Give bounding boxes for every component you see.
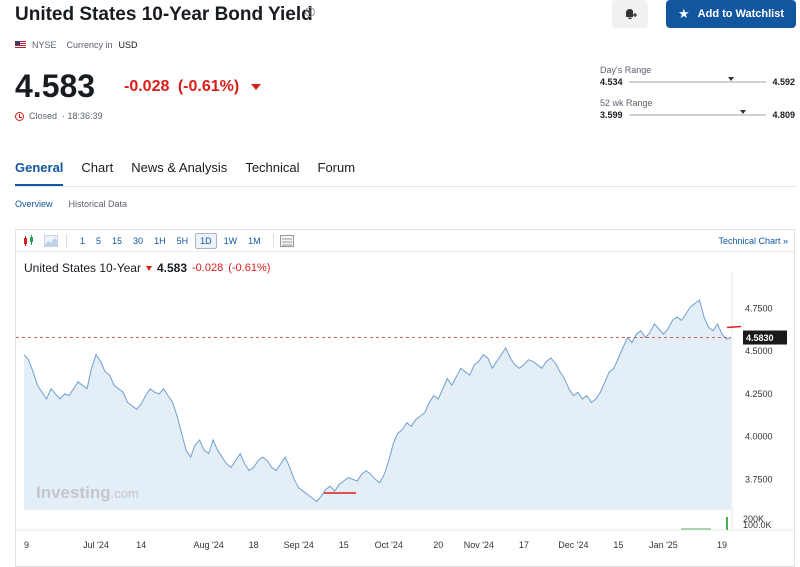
us-flag-icon xyxy=(15,41,26,49)
bell-plus-icon xyxy=(626,9,637,19)
change-value: -0.028 xyxy=(124,78,170,95)
days-range-low: 4.534 xyxy=(600,77,623,87)
volume-bar xyxy=(726,517,728,530)
week52-range: 52 wk Range 3.599 4.809 xyxy=(600,98,795,120)
interval-1w[interactable]: 1W xyxy=(223,235,238,246)
high-marker xyxy=(726,325,742,329)
status-text: Closed xyxy=(29,111,58,121)
price-line xyxy=(23,299,732,503)
interval-1[interactable]: 1 xyxy=(80,235,86,246)
interval-1h[interactable]: 1H xyxy=(154,235,166,246)
interval-1d[interactable]: 1D xyxy=(195,232,217,249)
down-arrow-icon xyxy=(251,84,261,90)
price-change: -0.028 (-0.61%) xyxy=(124,78,239,96)
x-tick-label: Oct '24 xyxy=(375,540,403,550)
y-tick-label: 4.5000 xyxy=(745,346,773,356)
volume-bar xyxy=(681,528,711,530)
create-alert-button[interactable] xyxy=(612,0,648,28)
days-range-marker xyxy=(727,77,734,81)
tab-general[interactable]: General xyxy=(15,160,64,186)
x-tick-label: Sep '24 xyxy=(284,540,314,550)
investing-watermark: Investing.com xyxy=(36,483,139,502)
toolbar-separator xyxy=(66,233,67,248)
toolbar-separator xyxy=(272,233,274,248)
week52-range-low: 3.599 xyxy=(600,110,623,120)
x-tick-label: 14 xyxy=(136,540,146,550)
last-price: 4.583 xyxy=(15,68,96,104)
y-tick-label: 3.7500 xyxy=(745,474,773,484)
tabs-divider xyxy=(15,186,795,187)
main-tabs: General Chart News & Analysis Technical … xyxy=(15,160,355,186)
status-time: · 18:36:39 xyxy=(62,111,103,121)
tab-forum[interactable]: Forum xyxy=(317,160,356,175)
page-title: United States 10-Year Bond Yield xyxy=(15,4,313,25)
x-tick-label: Nov '24 xyxy=(464,540,494,550)
clock-icon xyxy=(15,111,24,121)
current-price-tag xyxy=(743,330,787,345)
interval-5[interactable]: 5 xyxy=(96,235,102,246)
interval-15[interactable]: 15 xyxy=(112,235,123,246)
x-tick-label: 20 xyxy=(433,540,443,550)
week52-range-label: 52 wk Range xyxy=(600,98,653,108)
x-tick-label: Aug '24 xyxy=(194,540,224,550)
interval-1m[interactable]: 1M xyxy=(248,235,261,246)
x-tick-label: 19 xyxy=(717,540,727,550)
star-icon: ★ xyxy=(678,6,690,22)
chart-legend: United States 10-Year 4.583 -0.028 (-0.6… xyxy=(24,261,270,275)
days-range-high: 4.592 xyxy=(772,77,795,87)
x-tick-label: 15 xyxy=(613,540,623,550)
info-icon[interactable]: i xyxy=(305,7,315,17)
legend-name: United States 10-Year xyxy=(24,261,141,275)
exchange-name: NYSE xyxy=(32,40,57,50)
volume-tick-label: 200K xyxy=(743,514,764,524)
add-to-watchlist-button[interactable]: ★ Add to Watchlist xyxy=(666,0,796,28)
tab-news-analysis[interactable]: News & Analysis xyxy=(131,160,228,175)
x-tick-label: 17 xyxy=(519,540,529,550)
x-tick-label: 18 xyxy=(249,540,259,550)
y-tick-label: 4.0000 xyxy=(745,432,773,442)
legend-down-icon xyxy=(145,265,152,271)
week52-range-high: 4.809 xyxy=(772,110,795,120)
legend-change: -0.028 xyxy=(192,262,224,274)
change-percent: (-0.61%) xyxy=(177,78,240,95)
watchlist-label: Add to Watchlist xyxy=(697,8,785,20)
y-tick-label: 4.7500 xyxy=(745,303,773,313)
days-range: Day's Range 4.534 4.592 xyxy=(600,65,795,87)
currency-value: USD xyxy=(118,40,138,50)
price-area xyxy=(24,300,731,510)
week52-range-bar xyxy=(628,110,767,116)
legend-price: 4.583 xyxy=(156,261,187,275)
current-price-label: 4.5830 xyxy=(746,333,774,343)
x-tick-label: Jul '24 xyxy=(83,540,109,550)
y-tick-label: 4.2500 xyxy=(745,389,773,399)
sub-tabs: Overview Historical Data xyxy=(15,199,127,209)
tab-technical[interactable]: Technical xyxy=(245,160,300,175)
currency-label: Currency in xyxy=(66,40,113,50)
technical-chart-link[interactable]: Technical Chart » xyxy=(718,236,788,246)
subtab-historical-data[interactable]: Historical Data xyxy=(68,199,128,209)
candlestick-icon[interactable] xyxy=(22,234,36,247)
chart-toolbar: 1 5 15 30 1H 5H 1D 1W 1M Technical Chart… xyxy=(16,230,794,252)
subtab-overview[interactable]: Overview xyxy=(15,199,53,209)
area-chart-icon[interactable] xyxy=(44,234,58,247)
table-view-icon[interactable] xyxy=(279,234,294,247)
x-tick-label: 15 xyxy=(339,540,349,550)
week52-range-marker xyxy=(740,110,747,114)
exchange-info: NYSE Currency in USD xyxy=(15,40,138,50)
days-range-label: Day's Range xyxy=(600,65,652,75)
legend-change-pct: (-0.61%) xyxy=(228,262,271,274)
x-tick-label: Dec '24 xyxy=(558,540,588,550)
x-tick-label: 9 xyxy=(24,540,29,550)
chart-plot[interactable]: Investing.com 4.7500 4.5000 4.2500 4.0000 3.7… xyxy=(16,230,794,566)
tab-chart[interactable]: Chart xyxy=(81,160,114,175)
price-chart: 1 5 15 30 1H 5H 1D 1W 1M Technical Chart… xyxy=(15,229,795,567)
days-range-bar xyxy=(628,77,767,83)
interval-5h[interactable]: 5H xyxy=(176,235,189,246)
volume-tick-label: 100.0K xyxy=(743,520,772,530)
market-status: Closed · 18:36:39 xyxy=(15,111,103,121)
interval-30[interactable]: 30 xyxy=(133,235,144,246)
x-tick-label: Jan '25 xyxy=(649,540,678,550)
